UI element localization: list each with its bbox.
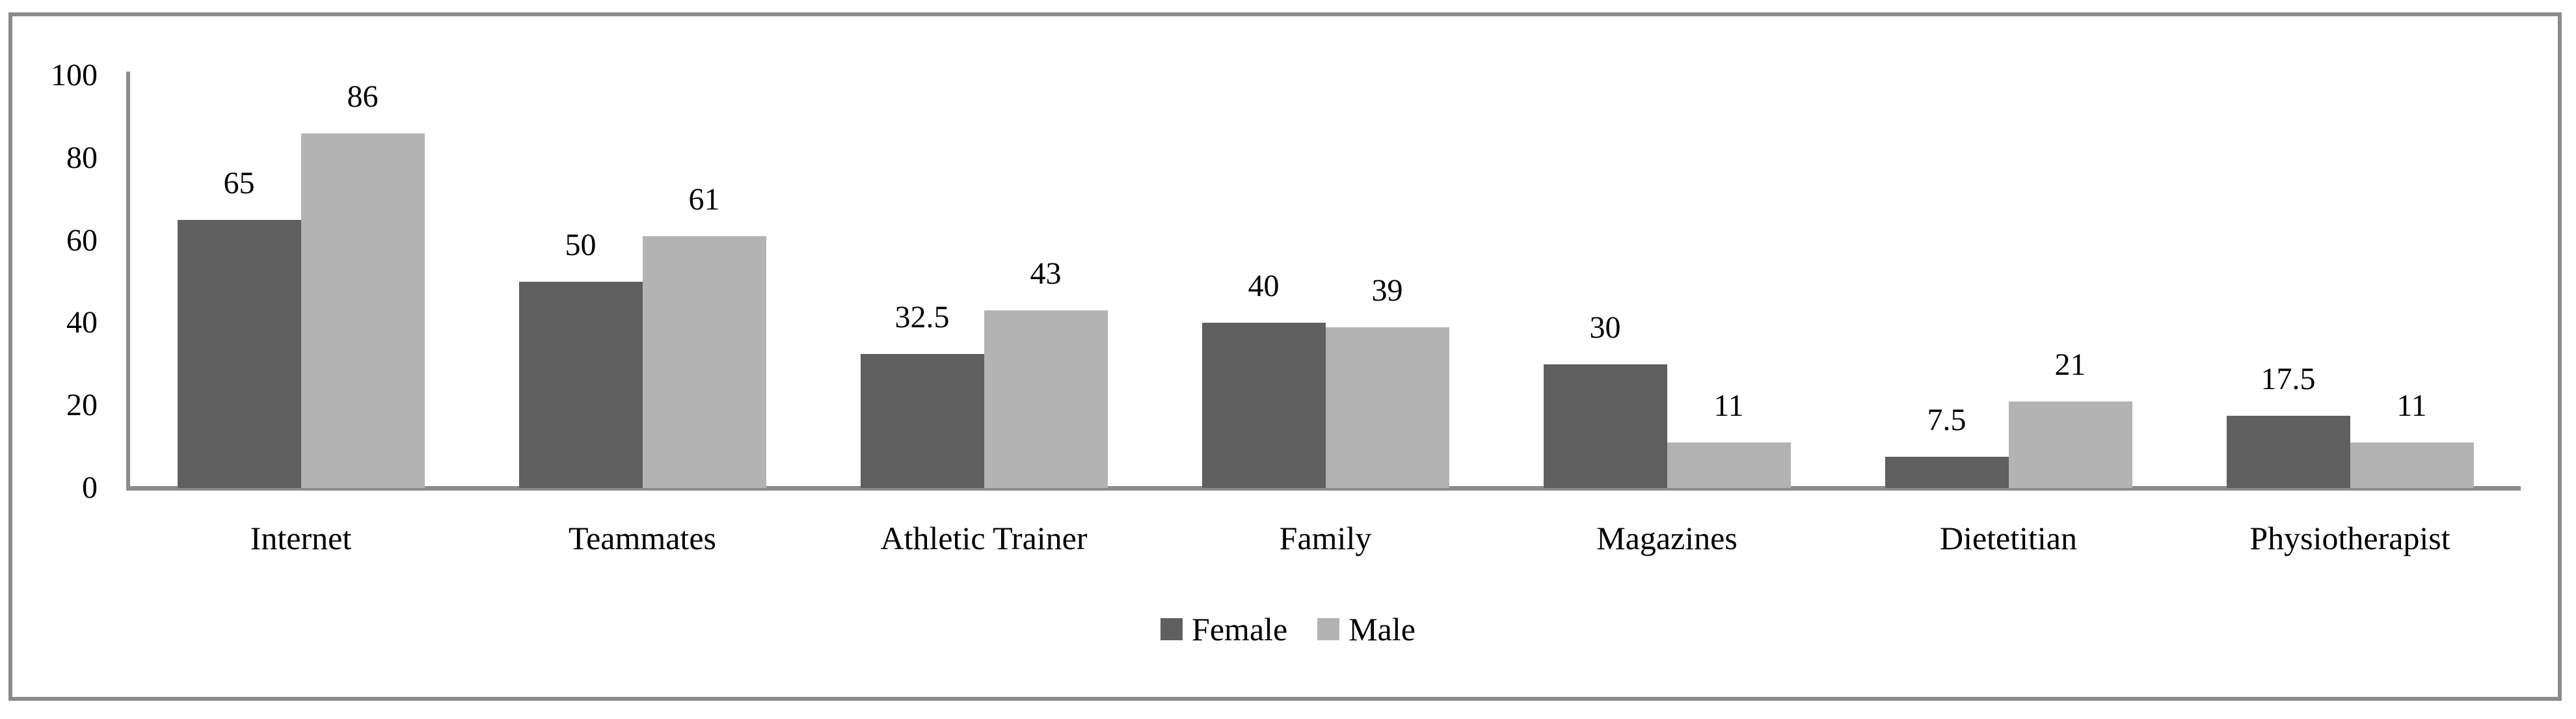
category-label: Teammates	[569, 520, 716, 556]
legend: Female Male	[0, 610, 2576, 648]
bar-slot: 11	[1667, 75, 1791, 488]
y-tick-label: 20	[66, 388, 98, 423]
bar-slot: 65	[177, 75, 301, 488]
male-bar	[2008, 401, 2132, 488]
female-swatch-icon	[1161, 618, 1183, 640]
bar-value-label: 11	[1713, 388, 1744, 424]
category-label: Internet	[250, 520, 352, 556]
female-bar	[2226, 416, 2350, 488]
y-tick-label: 80	[66, 140, 98, 175]
bar-slot: 32.5	[860, 75, 984, 488]
male-bar	[2350, 442, 2474, 488]
bar-value-label: 7.5	[1927, 403, 1966, 438]
female-bar	[1201, 323, 1326, 488]
legend-label: Female	[1192, 611, 1288, 647]
bar-value-label: 65	[223, 165, 255, 200]
bar-value-label: 21	[2054, 347, 2086, 382]
bar-slot: 30	[1543, 75, 1667, 488]
bar-value-label: 61	[688, 182, 720, 217]
male-bar	[1667, 442, 1791, 488]
bar-value-label: 32.5	[894, 299, 950, 334]
bar-value-label: 86	[347, 79, 379, 114]
bar-value-label: 40	[1248, 269, 1280, 304]
bar-value-label: 43	[1030, 256, 1062, 292]
bar-value-label: 11	[2396, 388, 2427, 424]
female-bar	[177, 219, 301, 488]
bar-value-label: 39	[1371, 273, 1403, 308]
bar-value-label: 30	[1589, 310, 1621, 345]
bar-slot: 40	[1201, 75, 1326, 488]
category-label: Physiotherapist	[2249, 520, 2450, 556]
bar-slot: 11	[2350, 75, 2474, 488]
female-bar	[518, 282, 643, 488]
bar-slot: 39	[1325, 75, 1449, 488]
category-label: Athletic Trainer	[880, 520, 1088, 556]
male-bar	[984, 310, 1108, 488]
bar-slot: 7.5	[1885, 75, 2009, 488]
x-axis-line	[126, 486, 2521, 491]
bar-slot: 86	[301, 75, 425, 488]
bar-group: 50 61	[472, 75, 813, 488]
bar-value-label: 17.5	[2261, 362, 2316, 397]
figure-border	[8, 12, 2562, 701]
male-bar	[1325, 327, 1449, 488]
legend-label: Male	[1348, 611, 1415, 647]
category-label: Magazines	[1596, 520, 1737, 556]
bar-value-label: 50	[565, 228, 597, 262]
female-bar	[860, 353, 984, 488]
legend-item-female: Female	[1161, 610, 1287, 648]
bar-group: 32.5 43	[813, 75, 1155, 488]
category-label: Dietetitian	[1939, 520, 2078, 556]
bar-slot: 43	[984, 75, 1108, 488]
y-tick-label: 60	[66, 223, 98, 258]
female-bar	[1885, 457, 2009, 488]
bar-group: 7.5 21	[1838, 75, 2179, 488]
bar-group: 65 86	[130, 75, 472, 488]
y-axis-line	[126, 72, 130, 491]
male-bar	[642, 236, 766, 488]
x-axis-category-labels: Internet Teammates Athletic Trainer Family M…	[130, 519, 2521, 565]
bar-group: 17.5 11	[2179, 75, 2521, 488]
legend-item-male: Male	[1317, 610, 1415, 648]
y-tick-label: 40	[66, 305, 98, 340]
plot-area: 65 86 50 61 32.5 43 40 39 30 11 7.5 21 17.5 11	[130, 75, 2521, 488]
bar-slot: 61	[642, 75, 766, 488]
y-tick-label: 100	[51, 58, 98, 92]
male-swatch-icon	[1317, 618, 1340, 640]
bar-slot: 50	[518, 75, 643, 488]
bar-slot: 17.5	[2226, 75, 2350, 488]
y-tick-label: 0	[82, 470, 98, 505]
female-bar	[1543, 364, 1667, 488]
male-bar	[301, 133, 425, 488]
bar-group: 40 39	[1155, 75, 1496, 488]
bar-group: 30 11	[1496, 75, 1838, 488]
bar-slot: 21	[2008, 75, 2132, 488]
category-label: Family	[1279, 520, 1372, 556]
